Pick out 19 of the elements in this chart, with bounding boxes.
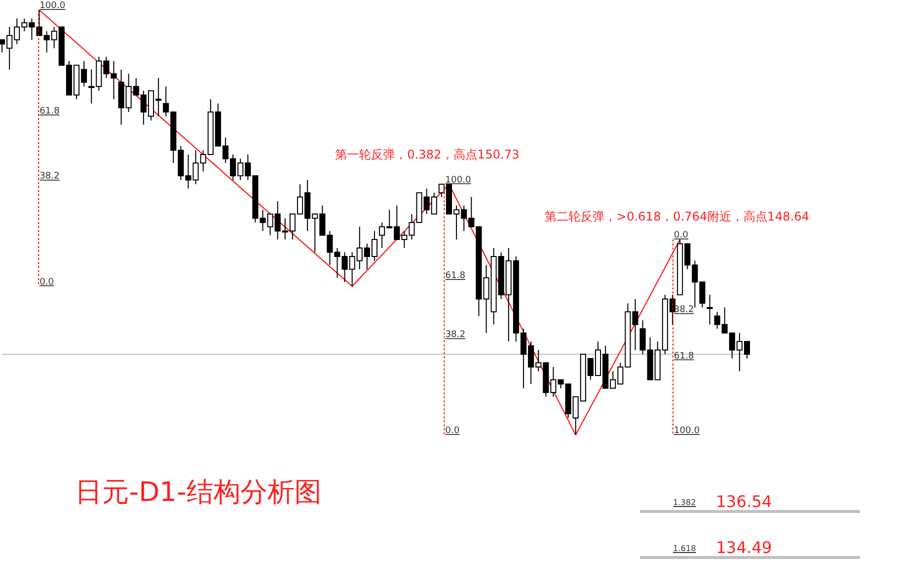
candlestick xyxy=(706,294,713,325)
annotation: 100.0 xyxy=(40,1,66,11)
text: 日元-D1-结构分析图 xyxy=(75,476,322,510)
text: 1.382 xyxy=(673,498,696,507)
annotation: 61.8 xyxy=(445,271,466,282)
text: 1.618 xyxy=(673,544,696,553)
annotation: 61.8 xyxy=(674,351,694,362)
annotation: 0.0 xyxy=(674,230,689,240)
annotation: 0.0 xyxy=(40,277,54,288)
annotation: 61.8 xyxy=(40,106,60,117)
annotation: 38.2 xyxy=(40,172,60,182)
annotation: 第一轮反弹，0.382，高点150.73 xyxy=(335,147,520,162)
text: 136.54 xyxy=(716,492,772,511)
annotation: 第二轮反弹，>0.618，0.764附近，高点148.64 xyxy=(544,210,810,224)
annotation: 100.0 xyxy=(445,175,472,186)
text: 134.49 xyxy=(716,538,772,557)
annotation: 0.0 xyxy=(445,426,460,436)
annotation: 100.0 xyxy=(674,426,700,436)
annotation: 38.2 xyxy=(445,330,466,340)
